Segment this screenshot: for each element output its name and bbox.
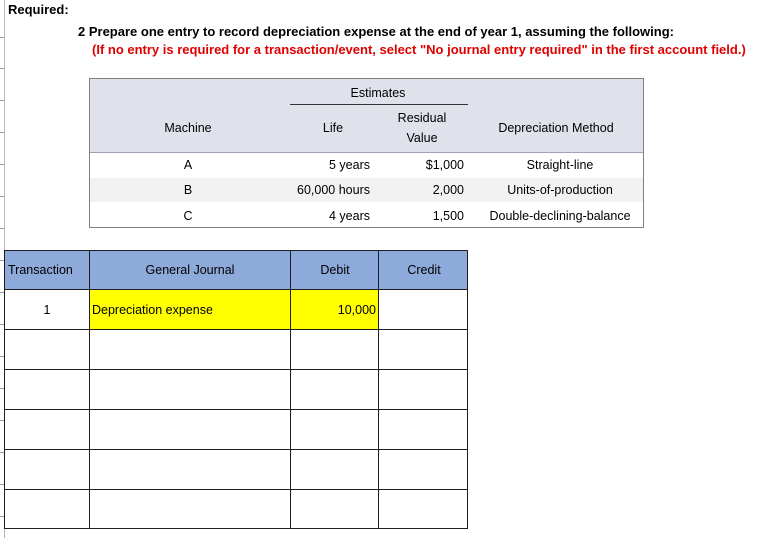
col-header-residual-2: Value (406, 131, 438, 145)
transaction-cell (4, 409, 90, 450)
account-select[interactable] (89, 489, 291, 529)
residual-cell: 2,000 (432, 183, 464, 197)
machine-cell: B (183, 183, 193, 197)
credit-input[interactable] (378, 369, 468, 410)
credit-input[interactable] (378, 289, 468, 330)
estimates-underline (290, 104, 468, 105)
machine-cell: C (183, 209, 193, 223)
debit-input[interactable] (290, 449, 379, 490)
account-select[interactable] (89, 369, 291, 410)
estimates-table: Estimates Machine Life Residual Value De… (89, 78, 644, 228)
account-select[interactable]: Depreciation expense (89, 289, 291, 330)
machine-cell: A (183, 158, 193, 172)
transaction-cell (4, 489, 90, 529)
header-debit-label: Debit (320, 263, 350, 277)
header-credit: Credit (378, 250, 468, 290)
debit-input[interactable] (290, 489, 379, 529)
life-cell: 5 years (329, 158, 370, 172)
debit-input[interactable] (290, 329, 379, 370)
method-cell: Straight-line (526, 158, 594, 172)
estimates-header (90, 79, 643, 153)
no-entry-note: (If no entry is required for a transacti… (92, 42, 746, 57)
header-debit: Debit (290, 250, 379, 290)
residual-cell: 1,500 (432, 209, 464, 223)
transaction-cell (4, 329, 90, 370)
method-cell: Units-of-production (507, 183, 613, 197)
debit-input[interactable] (290, 369, 379, 410)
credit-input[interactable] (378, 329, 468, 370)
required-heading: Required: (8, 2, 69, 17)
header-transaction: Transaction (4, 250, 90, 290)
debit-input[interactable] (290, 409, 379, 450)
account-select[interactable] (89, 409, 291, 450)
header-general-journal-label: General Journal (145, 263, 235, 277)
account-select[interactable] (89, 449, 291, 490)
residual-cell: $1,000 (425, 158, 464, 172)
life-cell: 4 years (329, 209, 370, 223)
col-header-residual-1: Residual (397, 111, 447, 125)
instruction-text: 2 Prepare one entry to record depreciati… (78, 24, 674, 39)
col-header-method: Depreciation Method (498, 121, 614, 135)
credit-input[interactable] (378, 449, 468, 490)
transaction-number: 1 (43, 303, 51, 317)
estimates-row-shade (90, 178, 643, 202)
life-cell: 60,000 hours (297, 183, 370, 197)
transaction-cell: 1 (4, 289, 90, 330)
account-value: Depreciation expense (92, 303, 213, 317)
debit-input[interactable]: 10,000 (290, 289, 379, 330)
col-header-life: Life (322, 121, 344, 135)
credit-input[interactable] (378, 489, 468, 529)
header-credit-label: Credit (407, 263, 441, 277)
credit-input[interactable] (378, 409, 468, 450)
transaction-cell (4, 369, 90, 410)
col-header-machine: Machine (164, 121, 212, 135)
transaction-cell (4, 449, 90, 490)
estimates-group-header: Estimates (350, 86, 406, 100)
method-cell: Double-declining-balance (489, 209, 631, 223)
debit-value: 10,000 (337, 303, 376, 317)
header-transaction-label: Transaction (8, 263, 73, 277)
account-select[interactable] (89, 329, 291, 370)
header-general-journal: General Journal (89, 250, 291, 290)
